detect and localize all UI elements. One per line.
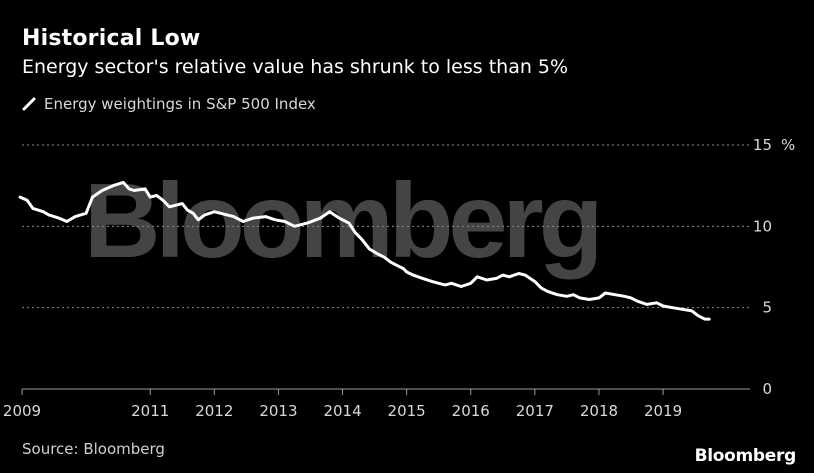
legend: Energy weightings in S&P 500 Index — [22, 95, 316, 113]
x-tick-label: 2012 — [195, 402, 233, 420]
x-tick-label: 2016 — [452, 402, 490, 420]
bloomberg-logo: Bloomberg — [694, 446, 797, 466]
x-tick-label: 2014 — [323, 402, 361, 420]
y-unit-label: % — [781, 136, 795, 154]
y-tick-label: 15 — [753, 136, 772, 154]
y-tick-label: 0 — [762, 380, 772, 398]
series-line — [18, 180, 711, 321]
x-tick-label: 2017 — [516, 402, 554, 420]
x-tick-label: 2009 — [3, 402, 41, 420]
x-tick-label: 2019 — [644, 402, 682, 420]
chart-title: Historical Low — [22, 26, 201, 51]
x-tick-label: 2013 — [259, 402, 297, 420]
legend-line-icon — [22, 97, 36, 111]
source-note: Source: Bloomberg — [22, 440, 165, 458]
y-tick-label: 5 — [762, 299, 772, 317]
legend-label: Energy weightings in S&P 500 Index — [44, 95, 316, 113]
chart-subtitle: Energy sector's relative value has shrun… — [22, 56, 569, 78]
y-tick-label: 10 — [753, 217, 772, 235]
x-tick-label: 2015 — [388, 402, 426, 420]
x-tick-label: 2011 — [131, 402, 169, 420]
x-tick-label: 2018 — [580, 402, 618, 420]
